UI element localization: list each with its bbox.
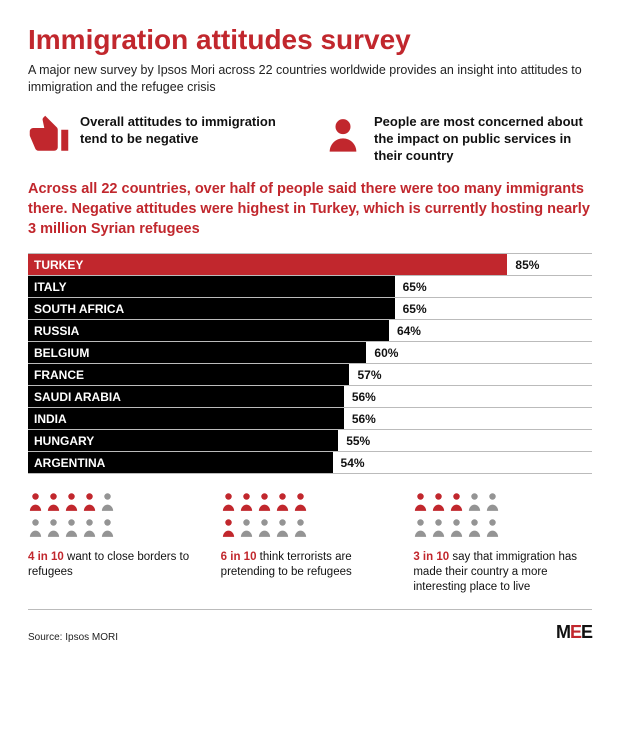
- stat-text: 4 in 10 want to close borders to refugee…: [28, 550, 207, 580]
- bar-value: 64%: [397, 324, 421, 338]
- person-icon: [485, 518, 500, 542]
- bar-chart: TURKEY 85% ITALY 65% SOUTH AFRICA 65% RUSSIA 64…: [28, 253, 592, 474]
- person-icon: [46, 492, 61, 516]
- bar-label: RUSSIA: [34, 324, 79, 338]
- bar-fill: SOUTH AFRICA: [28, 298, 395, 319]
- bar-row: ARGENTINA 54%: [28, 452, 592, 474]
- person-icon: [431, 492, 446, 516]
- person-icon: [322, 114, 364, 165]
- person-icon: [431, 518, 446, 542]
- people-grid: [413, 492, 592, 542]
- bar-value: 56%: [352, 412, 376, 426]
- bar-label: ARGENTINA: [34, 456, 105, 470]
- bar-value: 65%: [403, 280, 427, 294]
- bar-label: SOUTH AFRICA: [34, 302, 124, 316]
- person-icon: [449, 492, 464, 516]
- person-icon: [293, 492, 308, 516]
- bar-label: BELGIUM: [34, 346, 89, 360]
- stat-text: 3 in 10 say that immigration has made th…: [413, 550, 592, 595]
- logo: MEE: [556, 622, 592, 643]
- chart-intro: Across all 22 countries, over half of pe…: [28, 180, 592, 239]
- bar-value: 54%: [341, 456, 365, 470]
- bar-row: SAUDI ARABIA 56%: [28, 386, 592, 408]
- bar-label: HUNGARY: [34, 434, 94, 448]
- person-icon: [467, 518, 482, 542]
- bar-label: FRANCE: [34, 368, 84, 382]
- person-icon: [82, 492, 97, 516]
- people-grid: [28, 492, 207, 542]
- stat-text: 6 in 10 think terrorists are pretending …: [221, 550, 400, 580]
- bar-row: SOUTH AFRICA 65%: [28, 298, 592, 320]
- bar-fill: TURKEY: [28, 254, 507, 275]
- person-icon: [221, 492, 236, 516]
- person-icon: [64, 492, 79, 516]
- person-icon: [100, 518, 115, 542]
- person-icon: [293, 518, 308, 542]
- bar-label: SAUDI ARABIA: [34, 390, 121, 404]
- subtitle: A major new survey by Ipsos Mori across …: [28, 62, 592, 96]
- footer: Source: Ipsos MORI MEE: [28, 609, 592, 643]
- bar-row: RUSSIA 64%: [28, 320, 592, 342]
- person-icon: [467, 492, 482, 516]
- person-icon: [257, 518, 272, 542]
- bar-value: 56%: [352, 390, 376, 404]
- stat-block: 4 in 10 want to close borders to refugee…: [28, 492, 207, 595]
- bar-label: TURKEY: [34, 258, 83, 272]
- bar-row: ITALY 65%: [28, 276, 592, 298]
- callouts-row: Overall attitudes to immigration tend to…: [28, 114, 592, 165]
- bar-row: HUNGARY 55%: [28, 430, 592, 452]
- person-icon: [46, 518, 61, 542]
- person-icon: [413, 518, 428, 542]
- person-icon: [82, 518, 97, 542]
- person-icon: [64, 518, 79, 542]
- bar-fill: BELGIUM: [28, 342, 366, 363]
- bar-value: 57%: [357, 368, 381, 382]
- bar-row: BELGIUM 60%: [28, 342, 592, 364]
- person-icon: [28, 518, 43, 542]
- person-icon: [28, 492, 43, 516]
- person-icon: [239, 518, 254, 542]
- callout-services: People are most concerned about the impa…: [322, 114, 592, 165]
- bar-row: INDIA 56%: [28, 408, 592, 430]
- person-icon: [221, 518, 236, 542]
- page-title: Immigration attitudes survey: [28, 24, 592, 56]
- stats-row: 4 in 10 want to close borders to refugee…: [28, 492, 592, 595]
- bar-row: TURKEY 85%: [28, 254, 592, 276]
- bar-row: FRANCE 57%: [28, 364, 592, 386]
- bar-value: 85%: [515, 258, 539, 272]
- bar-fill: ARGENTINA: [28, 452, 333, 473]
- callout-negative: Overall attitudes to immigration tend to…: [28, 114, 298, 165]
- callout-text: Overall attitudes to immigration tend to…: [80, 114, 298, 165]
- bar-fill: SAUDI ARABIA: [28, 386, 344, 407]
- person-icon: [257, 492, 272, 516]
- bar-fill: HUNGARY: [28, 430, 338, 451]
- person-icon: [275, 492, 290, 516]
- person-icon: [275, 518, 290, 542]
- stat-block: 3 in 10 say that immigration has made th…: [413, 492, 592, 595]
- person-icon: [449, 518, 464, 542]
- bar-label: INDIA: [34, 412, 67, 426]
- people-grid: [221, 492, 400, 542]
- thumbs-down-icon: [28, 114, 70, 165]
- callout-text: People are most concerned about the impa…: [374, 114, 592, 165]
- source-text: Source: Ipsos MORI: [28, 632, 118, 643]
- bar-value: 60%: [374, 346, 398, 360]
- person-icon: [239, 492, 254, 516]
- person-icon: [485, 492, 500, 516]
- bar-value: 65%: [403, 302, 427, 316]
- person-icon: [413, 492, 428, 516]
- bar-label: ITALY: [34, 280, 67, 294]
- bar-value: 55%: [346, 434, 370, 448]
- bar-fill: ITALY: [28, 276, 395, 297]
- bar-fill: INDIA: [28, 408, 344, 429]
- stat-block: 6 in 10 think terrorists are pretending …: [221, 492, 400, 595]
- bar-fill: FRANCE: [28, 364, 349, 385]
- person-icon: [100, 492, 115, 516]
- bar-fill: RUSSIA: [28, 320, 389, 341]
